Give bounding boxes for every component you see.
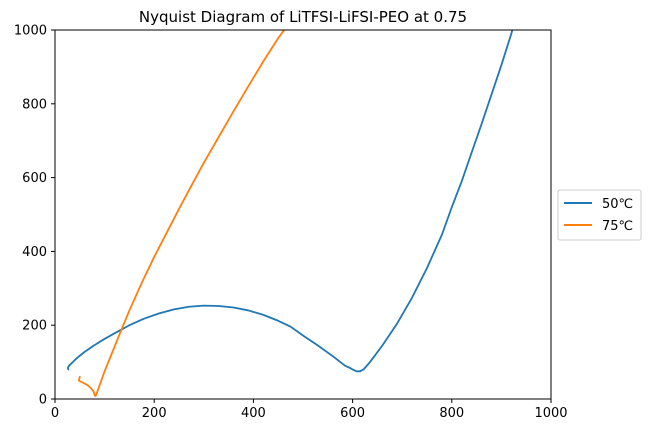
- y-tick-label: 400: [22, 245, 47, 260]
- x-axis: 0 200 400 600 800 1000: [51, 399, 568, 421]
- y-tick-label: 800: [22, 97, 47, 112]
- x-tick-label: 600: [340, 406, 365, 421]
- series-line-1: [77, 30, 286, 397]
- legend-label-75c: 75℃: [602, 219, 633, 234]
- y-tick-label: 0: [39, 393, 47, 408]
- legend: 50℃ 75℃: [557, 189, 642, 241]
- legend-label-50c: 50℃: [602, 197, 633, 212]
- x-tick-label: 0: [51, 406, 59, 421]
- x-tick-label: 1000: [534, 406, 567, 421]
- y-axis: 0 200 400 600 800 1000: [14, 24, 55, 408]
- series-line-0: [67, 30, 514, 373]
- chart-title: Nyquist Diagram of LiTFSI-LiFSI-PEO at 0…: [139, 8, 467, 26]
- plot-frame: [54, 29, 552, 400]
- y-tick-label: 200: [22, 319, 47, 334]
- x-tick-label: 400: [241, 406, 266, 421]
- y-tick-label: 600: [22, 171, 47, 186]
- y-tick-label: 1000: [14, 24, 47, 39]
- x-tick-label: 800: [439, 406, 464, 421]
- series-layer: [67, 30, 514, 397]
- x-tick-label: 200: [142, 406, 167, 421]
